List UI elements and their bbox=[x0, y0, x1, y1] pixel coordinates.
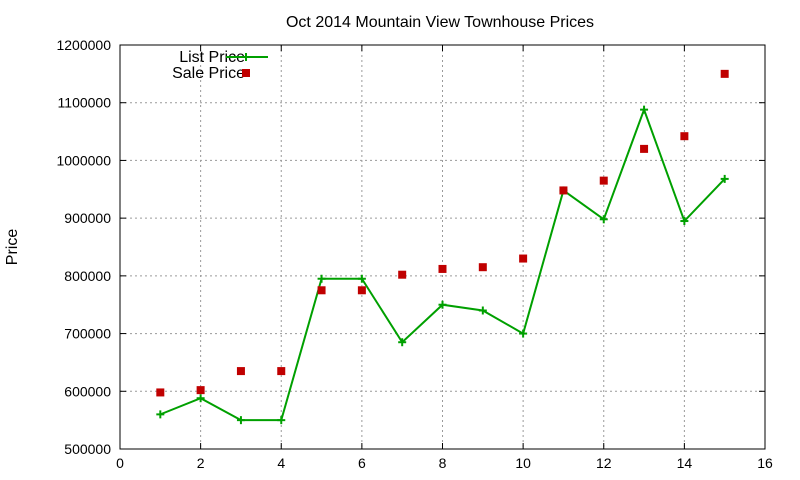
data-point bbox=[478, 263, 487, 272]
grid bbox=[120, 45, 765, 449]
y-tick-label: 700000 bbox=[64, 326, 111, 342]
data-point bbox=[599, 176, 608, 185]
data-point bbox=[599, 215, 608, 224]
data-point bbox=[196, 394, 205, 403]
y-tick-label: 1000000 bbox=[56, 152, 111, 168]
data-point bbox=[438, 264, 447, 273]
data-point bbox=[317, 286, 326, 295]
data-point bbox=[398, 338, 407, 347]
axis-ticks: 0 2 4 6 8 10 12 14 16 500000 600000 700000 800000 900… bbox=[56, 37, 773, 471]
y-tick-label: 1200000 bbox=[56, 37, 111, 53]
legend-square-marker bbox=[242, 69, 250, 77]
data-point bbox=[156, 410, 165, 419]
data-point bbox=[236, 367, 245, 376]
data-point bbox=[640, 105, 649, 114]
data-point bbox=[680, 217, 689, 226]
data-point bbox=[519, 254, 528, 263]
data-point bbox=[640, 144, 649, 153]
series-sale-price bbox=[156, 69, 729, 397]
x-tick-label: 8 bbox=[439, 455, 447, 471]
x-tick-label: 6 bbox=[358, 455, 366, 471]
data-point bbox=[398, 270, 407, 279]
chart-title: Oct 2014 Mountain View Townhouse Prices bbox=[286, 14, 594, 31]
y-axis-label: Price bbox=[4, 229, 21, 266]
data-point bbox=[720, 174, 729, 183]
x-tick-label: 2 bbox=[197, 455, 205, 471]
data-point bbox=[236, 416, 245, 425]
data-point bbox=[519, 329, 528, 338]
data-point bbox=[317, 274, 326, 283]
data-point bbox=[277, 367, 286, 376]
legend-label: List Price bbox=[179, 49, 245, 66]
x-tick-label: 4 bbox=[277, 455, 285, 471]
y-tick-label: 800000 bbox=[64, 268, 111, 284]
data-point bbox=[357, 274, 366, 283]
legend-plus-marker bbox=[242, 53, 250, 61]
data-point bbox=[156, 388, 165, 397]
y-tick-label: 500000 bbox=[64, 441, 111, 457]
x-tick-label: 14 bbox=[677, 455, 693, 471]
data-point bbox=[559, 186, 568, 195]
series-list-price bbox=[156, 105, 729, 425]
data-point bbox=[720, 69, 729, 78]
x-tick-label: 16 bbox=[757, 455, 773, 471]
data-point bbox=[478, 306, 487, 315]
series-layer bbox=[156, 69, 729, 425]
y-tick-label: 600000 bbox=[64, 383, 111, 399]
x-tick-label: 0 bbox=[116, 455, 124, 471]
y-tick-label: 900000 bbox=[64, 210, 111, 226]
data-point bbox=[277, 416, 286, 425]
x-tick-label: 12 bbox=[596, 455, 612, 471]
data-point bbox=[438, 300, 447, 309]
y-tick-label: 1100000 bbox=[58, 95, 112, 111]
data-point bbox=[680, 132, 689, 141]
data-point bbox=[196, 386, 205, 395]
x-tick-label: 10 bbox=[515, 455, 531, 471]
data-point bbox=[357, 286, 366, 295]
legend-label: Sale Price bbox=[172, 65, 245, 82]
